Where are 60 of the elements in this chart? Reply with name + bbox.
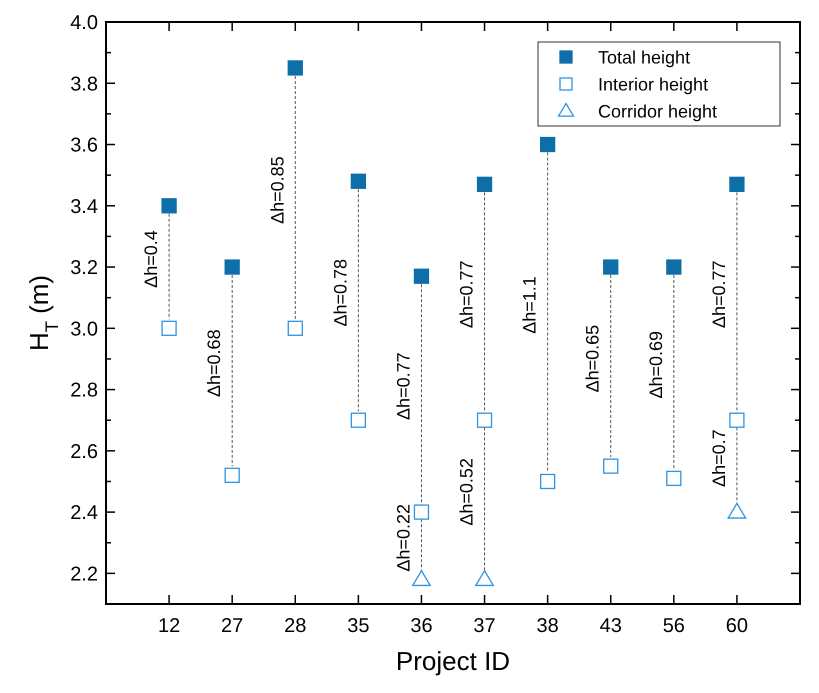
point [666, 259, 682, 275]
legend-label: Total height [598, 47, 690, 68]
y-tick-label: 3.6 [70, 134, 98, 157]
annotation: Δh=0.77 [708, 260, 729, 328]
legend-label: Interior height [598, 74, 708, 94]
annotation: Δh=0.65 [582, 324, 603, 392]
x-tick-label: 35 [347, 615, 370, 637]
annotation: Δh=0.52 [456, 458, 477, 526]
legend-label: Corridor height [598, 101, 718, 122]
point [288, 60, 303, 76]
y-tick-label: 2.6 [70, 440, 98, 463]
point [476, 176, 492, 192]
point [414, 268, 430, 284]
point [414, 504, 430, 520]
point [666, 470, 682, 486]
annotation: Δh=0.69 [646, 330, 666, 399]
point [161, 198, 177, 214]
point [729, 176, 745, 192]
x-tick-label: 37 [473, 615, 496, 637]
annotation: Δh=0.7 [708, 429, 729, 487]
point [161, 320, 177, 336]
y-tick-label: 3.4 [70, 196, 98, 218]
y-tick-label: 3.8 [70, 73, 98, 96]
x-tick-label: 28 [284, 615, 306, 637]
annotation: Δh=0.78 [330, 258, 350, 327]
point [224, 259, 240, 275]
y-tick-label: 3.0 [70, 318, 98, 340]
annotation: Δh=0.77 [393, 352, 414, 420]
x-axis-title: Project ID [396, 646, 510, 676]
x-tick-label: 60 [726, 615, 748, 637]
y-tick-label: 2.2 [70, 563, 98, 586]
point [729, 412, 745, 428]
y-tick-label: 2.8 [70, 380, 98, 402]
point [412, 570, 431, 586]
point [288, 320, 303, 336]
point [224, 468, 240, 483]
y-tick-label: 2.4 [70, 502, 98, 524]
x-tick-label: 56 [662, 615, 685, 637]
x-tick-label: 27 [221, 615, 244, 637]
point [603, 259, 618, 275]
annotation: Δh=1.1 [520, 276, 540, 334]
x-tick-label: 38 [536, 615, 559, 637]
annotation: Δh=0.85 [267, 156, 288, 224]
annotation: Δh=0.68 [204, 329, 224, 397]
annotation: Δh=0.22 [393, 504, 414, 572]
point [475, 570, 494, 586]
point [728, 502, 746, 519]
y-tick-label: 4.0 [70, 12, 98, 34]
point [476, 412, 492, 428]
point [350, 174, 366, 189]
annotation: Δh=0.4 [141, 230, 162, 288]
annotation: Δh=0.77 [456, 260, 477, 328]
point [540, 474, 556, 490]
x-tick-label: 43 [600, 615, 622, 637]
point [540, 136, 556, 152]
point [350, 412, 366, 428]
x-tick-label: 12 [158, 615, 180, 637]
point [603, 458, 618, 474]
y-tick-label: 3.2 [70, 257, 98, 280]
x-tick-label: 36 [410, 615, 433, 637]
